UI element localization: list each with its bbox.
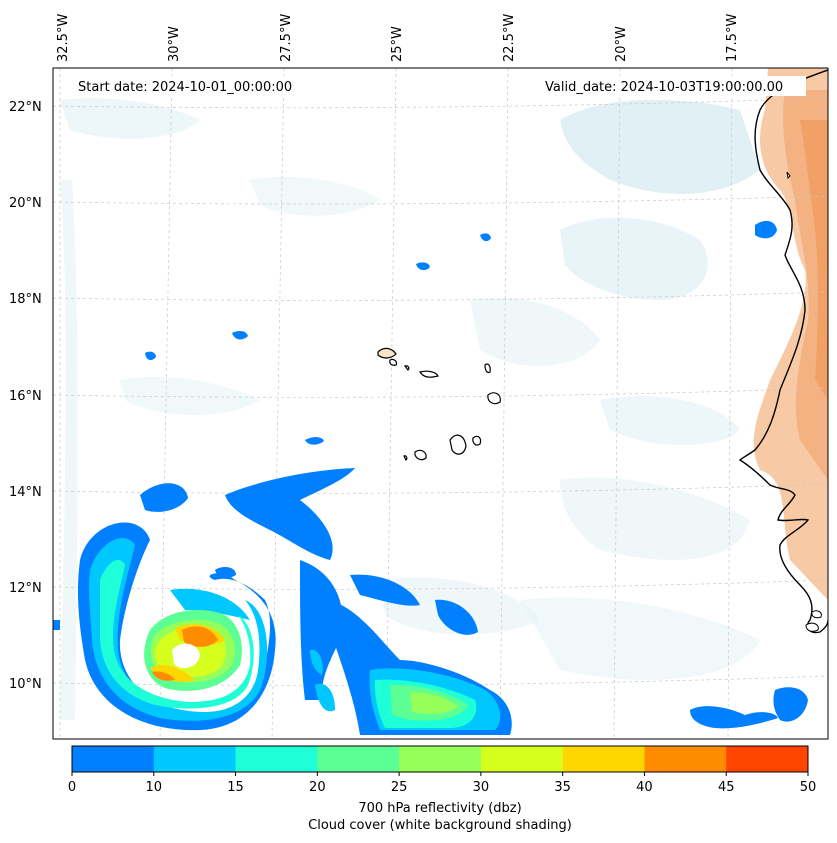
colorbar-swatch	[235, 746, 318, 772]
colorbar-tick-label: 20	[309, 780, 326, 795]
lon-label: 25°W	[390, 26, 405, 62]
colorbar-tick-label: 25	[391, 780, 408, 795]
colorbar-tick-label: 30	[473, 780, 490, 795]
colorbar-tick-label: 15	[227, 780, 244, 795]
colorbar-tick-label: 10	[146, 780, 163, 795]
reflectivity-field	[53, 220, 808, 735]
lon-label: 27.5°W	[279, 14, 294, 62]
colorbar-swatch	[72, 746, 155, 772]
colorbar-tick-label: 45	[718, 780, 735, 795]
colorbar-tick-label: 50	[800, 780, 817, 795]
colorbar-swatches	[72, 746, 809, 772]
colorbar-subtitle: Cloud cover (white background shading)	[308, 818, 572, 833]
cape-verde-islands	[377, 347, 501, 462]
colorbar-frame	[71, 745, 809, 773]
colorbar-swatch	[399, 746, 482, 772]
coastline	[738, 69, 828, 634]
lon-label: 22.5°W	[502, 14, 517, 62]
colorbar-swatch	[317, 746, 400, 772]
valid-date-box	[540, 76, 806, 96]
lat-label: 12°N	[9, 581, 42, 596]
lat-label: 16°N	[9, 389, 42, 404]
lon-label: 17.5°W	[725, 14, 740, 62]
colorbar-swatch	[153, 746, 237, 772]
map-frame	[52, 67, 829, 740]
lon-label: 20°W	[614, 26, 629, 62]
lat-label: 20°N	[9, 196, 42, 211]
lon-label: 30°W	[167, 26, 182, 62]
lat-label: 10°N	[9, 677, 42, 692]
start-date-label: Start date: 2024-10-01_00:00:00	[78, 80, 292, 95]
map-panel	[53, 68, 828, 739]
colorbar-title: 700 hPa reflectivity (dbz)	[358, 801, 522, 816]
colorbar: 0 10 15 20 25 30 35 40 45 50	[68, 745, 816, 795]
lat-label: 14°N	[9, 485, 42, 500]
colorbar-swatch	[480, 746, 564, 772]
latitude-labels: 22°N 20°N 18°N 16°N 14°N 12°N 10°N	[9, 100, 42, 692]
colorbar-tick-label: 35	[554, 780, 571, 795]
colorbar-tick-label: 40	[636, 780, 653, 795]
coastal-islands	[786, 171, 822, 632]
land-heat-shading	[753, 68, 828, 600]
cyclone-eye	[172, 643, 200, 669]
start-date-box	[74, 76, 310, 96]
colorbar-ticks: 0 10 15 20 25 30 35 40 45 50	[68, 772, 816, 795]
longitude-labels: 32.5°W 30°W 27.5°W 25°W 22.5°W 20°W 17.5…	[56, 14, 740, 62]
colorbar-swatch	[726, 746, 809, 772]
cloud-cover-shading	[60, 98, 760, 720]
colorbar-swatch	[644, 746, 727, 772]
colorbar-swatch	[562, 746, 645, 772]
lat-label: 22°N	[9, 100, 42, 115]
colorbar-tick-label: 0	[68, 780, 76, 795]
lon-label: 32.5°W	[56, 14, 71, 62]
valid-date-label: Valid_date: 2024-10-03T19:00:00.00	[545, 80, 783, 95]
lat-label: 18°N	[9, 292, 42, 307]
